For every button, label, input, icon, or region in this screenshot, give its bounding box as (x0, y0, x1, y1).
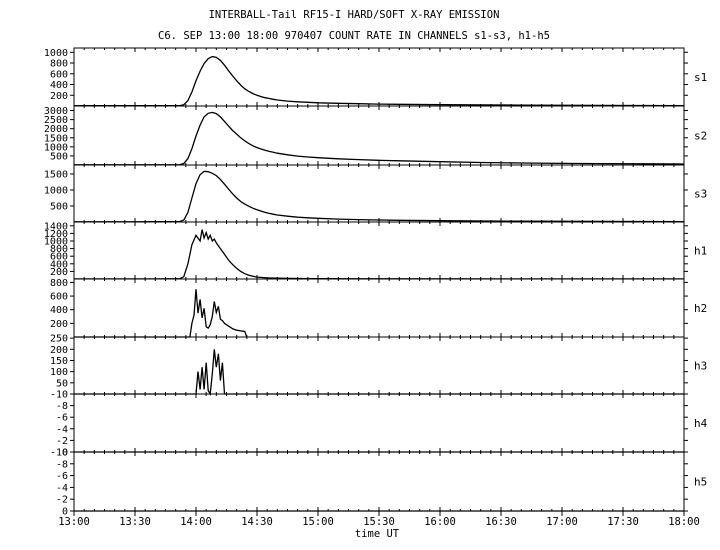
series-s2 (74, 111, 685, 166)
x-tick-label: 15:30 (363, 516, 395, 528)
x-axis-label: time UT (355, 528, 400, 540)
y-tick-label: 2500 (44, 115, 68, 126)
y-tick-label: 1200 (44, 229, 68, 240)
series-s3 (74, 170, 685, 223)
y-tick-label: -4 (56, 424, 68, 435)
x-axis: 13:00 13:30 14:00 14:30 15:00 15:30 16:00 16:30… (58, 511, 700, 528)
channel-label-s2: s2 (694, 130, 707, 143)
x-tick-label: 14:00 (180, 516, 212, 528)
y-tick-label: 400 (50, 259, 68, 270)
y-tick-label: 1000 (44, 237, 68, 248)
y-tick-label: 600 (50, 292, 68, 303)
y-tick-label: 100 (50, 367, 68, 378)
channel-label-h2: h2 (694, 302, 707, 315)
y-tick-label: 400 (50, 80, 68, 91)
panel-frame (73, 336, 685, 395)
panel-frame (73, 221, 685, 280)
y-tick-label: 200 (50, 91, 68, 102)
channel-label-h5: h5 (694, 476, 707, 489)
panel-frame (73, 47, 685, 107)
x-tick-label: 13:00 (58, 516, 90, 528)
y-tick-label: 200 (50, 267, 68, 278)
channel-label-h4: h4 (694, 417, 708, 430)
x-tick-label: 16:30 (485, 516, 517, 528)
y-tick-label: 500 (50, 201, 68, 212)
panel-frame (73, 105, 685, 166)
y-tick-label: 50 (56, 378, 68, 389)
x-tick-label: 17:30 (607, 516, 639, 528)
y-tick-label: -2 (56, 436, 68, 447)
y-tick-label: 1400 (44, 221, 68, 232)
y-tick-label: 1500 (44, 133, 68, 144)
y-tick-label: 2000 (44, 124, 68, 135)
panel-frame (73, 278, 685, 338)
panel-s3: 500 1000 1500 s3 (44, 164, 707, 223)
y-tick-label: -2 (56, 495, 68, 506)
channel-label-s1: s1 (694, 71, 707, 84)
y-tick-label: 600 (50, 252, 68, 263)
y-tick-label: -6 (56, 471, 68, 482)
y-tick-label: 1000 (44, 48, 68, 59)
y-tick-label: 400 (50, 305, 68, 316)
chart-title: INTERBALL-Tail RF15-I HARD/SOFT X-RAY EM… (209, 9, 500, 21)
y-tick-label: 1500 (44, 169, 68, 180)
chart-subtitle: C6. SEP 13:00 18:00 970407 COUNT RATE IN… (158, 30, 550, 42)
panel-frame (73, 164, 685, 223)
panel-h2: 200 400 600 800 h2 (50, 278, 707, 338)
y-tick-label: -8 (56, 401, 68, 412)
y-tick-label: 0 (62, 507, 68, 518)
panel-frame (73, 393, 685, 453)
series-s1 (74, 55, 685, 107)
y-tick-label: 800 (50, 59, 68, 70)
y-tick-label: -8 (56, 459, 68, 470)
x-tick-label: 13:30 (119, 516, 151, 528)
y-tick-label: 1000 (44, 142, 68, 153)
y-tick-label: -4 (56, 483, 68, 494)
y-tick-label: -10 (50, 448, 68, 459)
series-h2 (74, 289, 248, 338)
y-tick-label: 1000 (44, 185, 68, 196)
x-tick-label: 18:00 (668, 516, 700, 528)
series-h1 (74, 229, 685, 280)
y-tick-label: 800 (50, 278, 68, 289)
y-tick-label: -10 (50, 390, 68, 401)
x-tick-label: 14:30 (241, 516, 273, 528)
y-tick-label: 200 (50, 345, 68, 356)
y-tick-label: 500 (50, 151, 68, 162)
y-tick-label: 800 (50, 244, 68, 255)
series-h3 (74, 349, 684, 397)
x-tick-label: 15:00 (302, 516, 334, 528)
y-tick-label: 200 (50, 319, 68, 330)
y-tick-label: 600 (50, 69, 68, 80)
y-tick-label: 3000 (44, 106, 68, 117)
x-tick-label: 17:00 (546, 516, 578, 528)
y-tick-label: 150 (50, 356, 68, 367)
panels: 2004006008001000s15001000150020002500300… (44, 47, 708, 518)
x-tick-label: 16:00 (424, 516, 456, 528)
panel-frame (73, 451, 685, 512)
channel-label-h3: h3 (694, 360, 707, 373)
y-tick-label: 0 (62, 448, 68, 459)
y-tick-label: -6 (56, 413, 68, 424)
channel-label-h1: h1 (694, 245, 707, 258)
y-tick-label: 250 (50, 334, 68, 345)
channel-label-s3: s3 (694, 188, 707, 201)
